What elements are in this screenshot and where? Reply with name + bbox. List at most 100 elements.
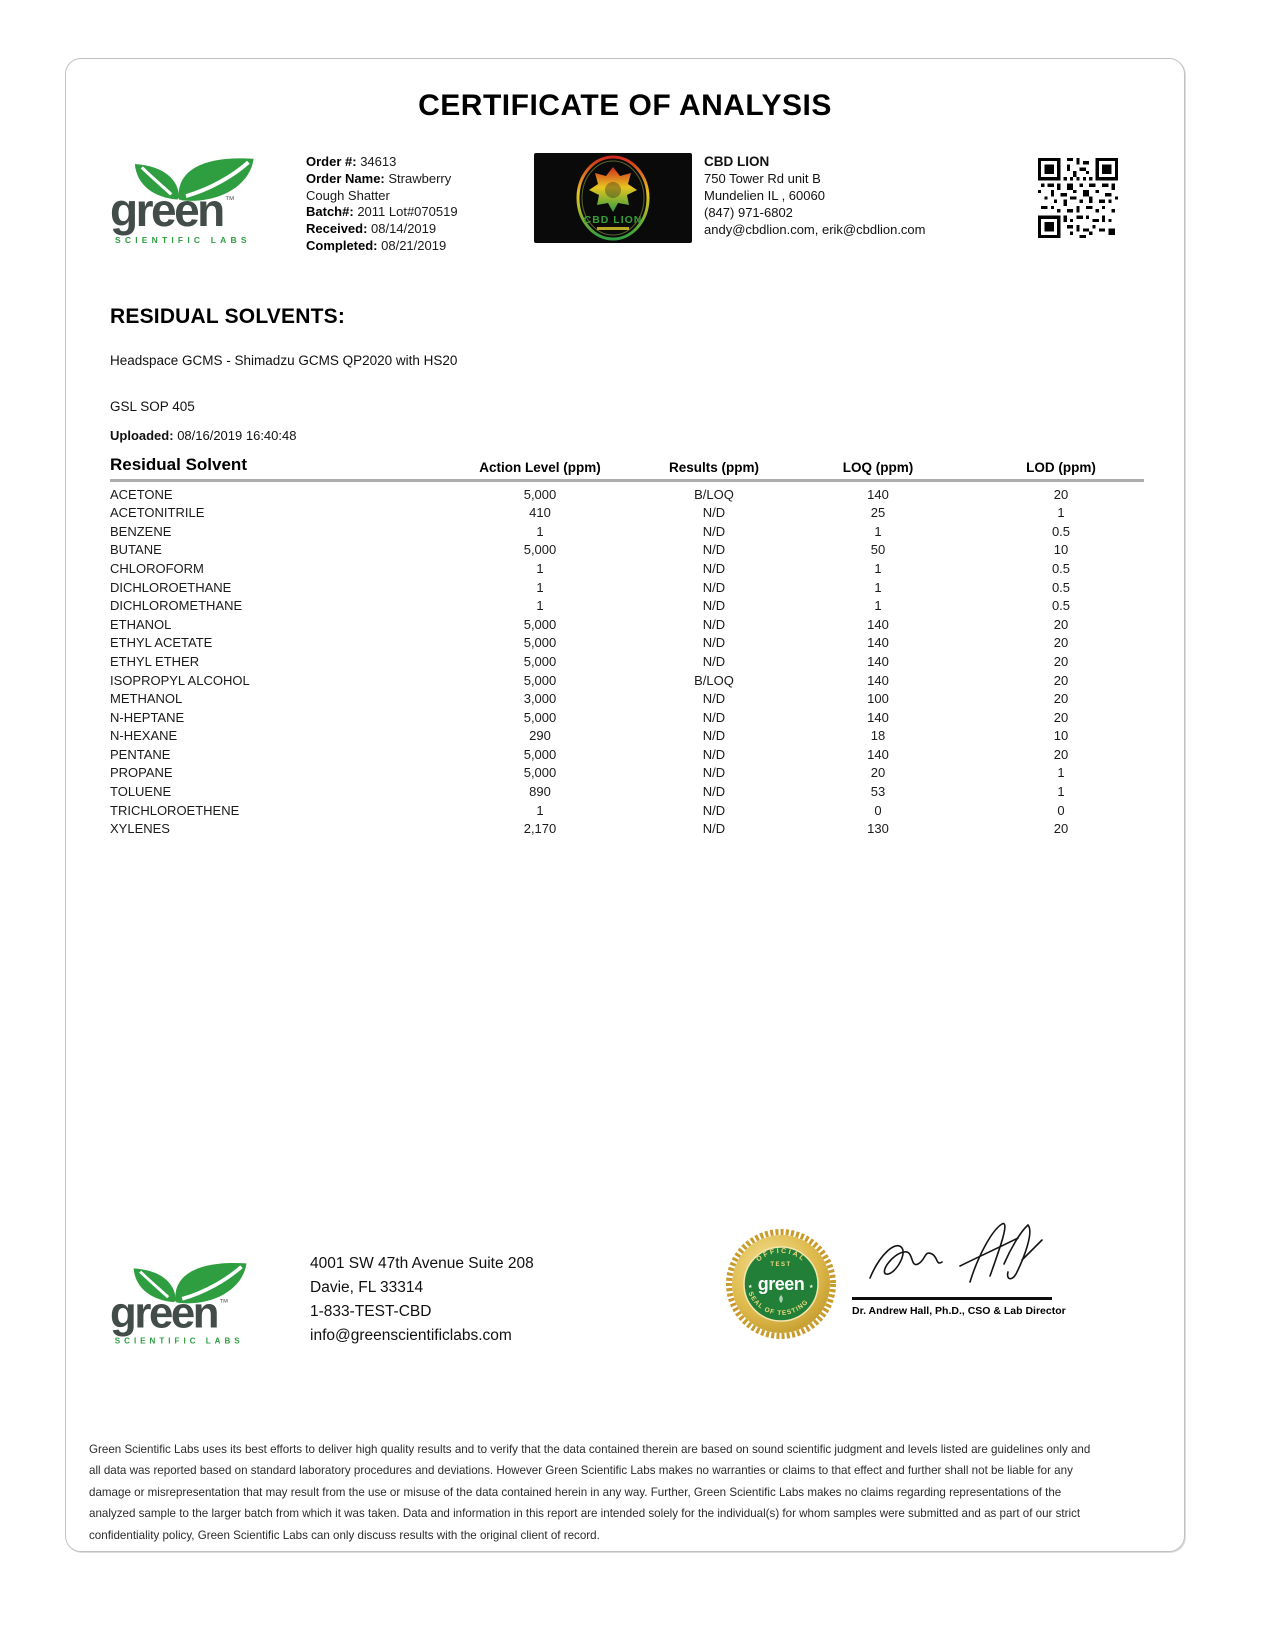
solvent-value: 1 xyxy=(536,579,544,595)
column-header-action-level: Action Level (ppm) xyxy=(479,459,601,475)
disclaimer-text: Green Scientific Labs uses its best effo… xyxy=(89,1443,1091,1542)
solvent-value: 10 xyxy=(1053,728,1069,744)
solvent-value: 1 xyxy=(874,579,882,595)
solvent-name: ISOPROPYL ALCOHOL xyxy=(110,672,250,688)
seal-test-text: TEST xyxy=(770,1262,791,1268)
solvent-name: BUTANE xyxy=(110,542,162,558)
qr-code xyxy=(1038,158,1118,243)
header-row: green ™ SCIENTIFIC LABS Order #: 34613 O… xyxy=(110,151,1150,255)
solvent-value: 1 xyxy=(874,560,882,576)
solvent-value: 20 xyxy=(1053,486,1069,502)
uploaded-line: Uploaded: 08/16/2019 16:40:48 xyxy=(110,428,1184,443)
table-row: BENZENE 1 N/D 1 0.5 xyxy=(110,522,1144,541)
table-row: N-HEPTANE 5,000 N/D 140 20 xyxy=(110,708,1144,727)
table-row: PENTANE 5,000 N/D 140 20 xyxy=(110,745,1144,764)
lab-address: 4001 SW 47th Avenue Suite 208 Davie, FL … xyxy=(310,1252,534,1348)
leaf-icon xyxy=(134,158,254,201)
cbd-lion-logo-text: CBD LION xyxy=(584,214,643,226)
solvent-value: N/D xyxy=(702,598,726,614)
table-row: TRICHLOROETHENE 1 N/D 0 0 xyxy=(110,801,1144,820)
solvent-name: XYLENES xyxy=(110,821,170,837)
solvent-name: TRICHLOROETHENE xyxy=(110,802,240,818)
solvent-value: 10 xyxy=(1053,542,1069,558)
solvent-value: N/D xyxy=(702,802,726,818)
seal-center-text: green xyxy=(758,1274,805,1294)
solvent-value: 20 xyxy=(1053,653,1069,669)
solvent-value: 140 xyxy=(867,486,889,502)
order-number-line: Order #: 34613 xyxy=(306,154,534,171)
solvent-value: 0.5 xyxy=(1051,598,1071,614)
solvent-name: N-HEPTANE xyxy=(110,709,185,725)
solvent-value: 3,000 xyxy=(523,691,557,707)
solvent-value: 20 xyxy=(1053,616,1069,632)
trademark-symbol: ™ xyxy=(219,1297,229,1309)
table-row: ACETONITRILE 410 N/D 25 1 xyxy=(110,503,1144,522)
order-number-label: Order #: xyxy=(306,154,357,169)
solvent-value: 1 xyxy=(1057,505,1065,521)
solvent-value: 290 xyxy=(529,728,551,744)
solvent-value: 0.5 xyxy=(1051,523,1071,539)
solvent-value: 140 xyxy=(867,672,889,688)
solvent-value: 20 xyxy=(1053,821,1069,837)
footer-row: green ™ SCIENTIFIC LABS 4001 SW 47th Ave… xyxy=(110,1223,1150,1414)
signature-block: Dr. Andrew Hall, Ph.D., CSO & Lab Direct… xyxy=(852,1220,1066,1317)
solvent-value: 5,000 xyxy=(523,542,557,558)
solvent-value: 1 xyxy=(536,598,544,614)
solvent-value: 1 xyxy=(874,598,882,614)
client-emails: andy@cbdlion.com, erik@cbdlion.com xyxy=(704,222,926,237)
solvent-name: TOLUENE xyxy=(110,784,172,800)
solvent-value: N/D xyxy=(702,784,726,800)
batch-label: Batch#: xyxy=(306,204,354,220)
received-line: Received: 08/14/2019 xyxy=(306,221,534,238)
column-header-solvent: Residual Solvent xyxy=(110,454,247,474)
solvent-value: 20 xyxy=(1053,672,1069,688)
table-row: TOLUENE 890 N/D 53 1 xyxy=(110,782,1144,801)
signature-line xyxy=(852,1297,1052,1300)
batch-value: 2011 Lot#070519 xyxy=(357,204,458,220)
solvent-value: 1 xyxy=(1057,784,1065,800)
solvent-value: N/D xyxy=(702,560,726,576)
solvent-value: 1 xyxy=(1057,765,1065,781)
solvent-name: ACETONE xyxy=(110,486,173,502)
column-header-loq: LOQ (ppm) xyxy=(842,459,914,475)
brand-name: green xyxy=(110,1287,219,1337)
solvent-value: 0 xyxy=(874,802,882,818)
table-row: DICHLOROMETHANE 1 N/D 1 0.5 xyxy=(110,596,1144,615)
svg-text:★: ★ xyxy=(809,1284,814,1290)
solvent-value: 20 xyxy=(1053,746,1069,762)
table-header-row: Residual Solvent Action Level (ppm) Resu… xyxy=(110,455,1144,475)
solvent-value: 1 xyxy=(536,802,544,818)
method-description: Headspace GCMS - Shimadzu GCMS QP2020 wi… xyxy=(110,352,458,368)
solvent-value: 100 xyxy=(867,691,889,707)
solvent-name: ETHYL ETHER xyxy=(110,653,200,669)
solvent-value: 1 xyxy=(536,560,544,576)
solvent-value: B/LOQ xyxy=(694,672,734,688)
solvent-value: 5,000 xyxy=(523,746,557,762)
certificate-page: CERTIFICATE OF ANALYSIS green ™ SCIENTIF… xyxy=(65,58,1185,1552)
order-name-label: Order Name: xyxy=(306,170,385,186)
solvent-value: 5,000 xyxy=(523,672,557,688)
received-value: 08/14/2019 xyxy=(371,221,437,237)
section-heading: RESIDUAL SOLVENTS: xyxy=(110,304,346,328)
solvent-value: N/D xyxy=(702,616,726,632)
brand-subtitle: SCIENTIFIC LABS xyxy=(115,235,251,245)
solvent-value: N/D xyxy=(702,523,726,539)
solvent-value: N/D xyxy=(702,765,726,781)
solvent-value: N/D xyxy=(702,505,726,521)
solvent-value: B/LOQ xyxy=(694,486,734,502)
svg-text:★: ★ xyxy=(748,1284,753,1290)
footer-lab-logo: green ™ SCIENTIFIC LABS xyxy=(110,1256,296,1345)
solvent-value: 130 xyxy=(867,821,889,837)
solvent-value: 53 xyxy=(870,784,886,800)
order-name-line: Order Name: Strawberry Cough Shatter xyxy=(306,171,471,205)
solvent-value: 20 xyxy=(1053,709,1069,725)
signature-icon xyxy=(869,1223,1043,1283)
solvent-name: PENTANE xyxy=(110,746,171,762)
solvent-value: 140 xyxy=(867,616,889,632)
solvent-table-body: ACETONE 5,000 B/LOQ 140 20 ACETONITRILE 410 N/D… xyxy=(110,485,1144,838)
lab-address2: Davie, FL 33314 xyxy=(310,1279,424,1296)
solvent-value: 140 xyxy=(867,746,889,762)
solvent-value: 5,000 xyxy=(523,616,557,632)
solvent-value: 50 xyxy=(870,542,886,558)
solvent-value: N/D xyxy=(702,821,726,837)
